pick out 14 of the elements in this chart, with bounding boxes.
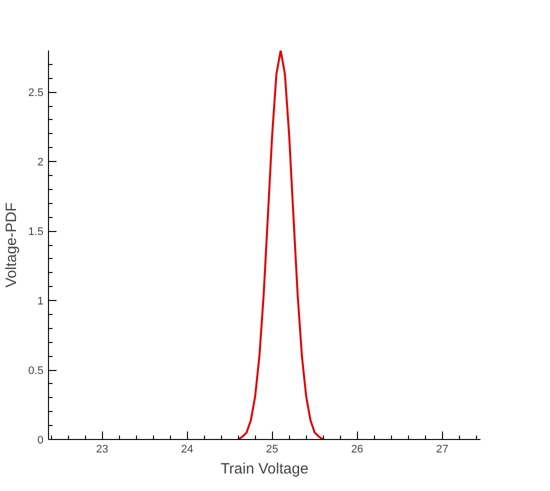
x-tick-label: 27 [436, 444, 448, 456]
y-tick-label: 2 [37, 156, 44, 169]
y-tick-label: 1 [37, 296, 44, 308]
x-tick-label: 26 [351, 444, 364, 456]
x-tick-label: 25 [266, 444, 278, 456]
y-axis-title: Voltage-PDF [3, 202, 20, 288]
x-tick-label: 23 [96, 444, 108, 456]
line-series [237, 50, 324, 440]
y-tick-label: 1.5 [28, 226, 44, 238]
y-tick-label: 0 [37, 434, 44, 446]
x-axis-title: Train Voltage [220, 460, 308, 478]
y-tick-label: 0.5 [28, 365, 44, 378]
x-tick-label: 24 [180, 444, 194, 456]
y-tick-label: 2.5 [28, 87, 44, 100]
